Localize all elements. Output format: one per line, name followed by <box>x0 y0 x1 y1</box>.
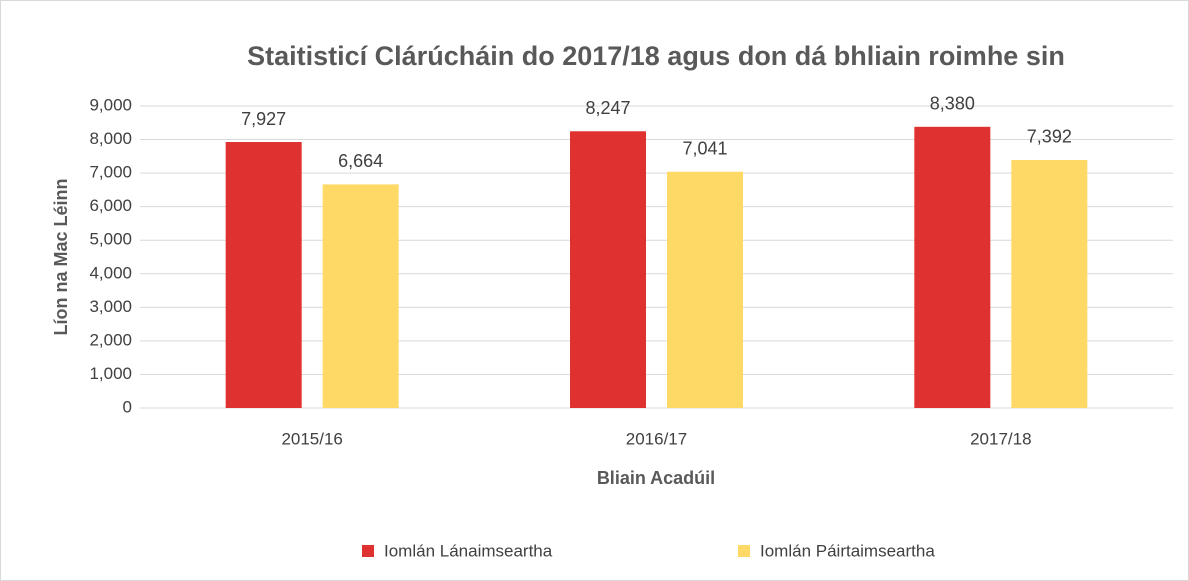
x-axis-label: Bliain Acadúil <box>597 468 715 488</box>
y-axis-label: Líon na Mac Léinn <box>51 178 71 335</box>
bar <box>570 131 646 408</box>
data-label: 7,927 <box>241 109 286 129</box>
data-label: 8,247 <box>585 98 630 118</box>
legend-label: Iomlán Lánaimseartha <box>384 541 553 560</box>
bar <box>225 142 302 408</box>
y-tick-label: 7,000 <box>89 163 132 182</box>
legend-swatch <box>362 545 374 557</box>
x-tick-label: 2016/17 <box>626 429 687 448</box>
y-tick-label: 3,000 <box>89 297 132 316</box>
y-tick-label: 4,000 <box>89 263 132 282</box>
bar <box>322 184 399 408</box>
y-tick-label: 0 <box>123 397 132 416</box>
chart-title: Staitisticí Clárúcháin do 2017/18 agus d… <box>247 41 1065 71</box>
y-tick-label: 6,000 <box>89 196 132 215</box>
data-label: 6,664 <box>338 151 383 171</box>
data-label: 7,392 <box>1027 127 1072 147</box>
y-tick-label: 1,000 <box>89 364 132 383</box>
y-tick-label: 5,000 <box>89 230 132 249</box>
bar <box>667 171 743 408</box>
x-tick-label: 2017/18 <box>970 429 1031 448</box>
legend-label: Iomlán Páirtaimseartha <box>760 541 935 560</box>
x-tick-label: 2015/16 <box>281 429 342 448</box>
data-label: 8,380 <box>930 94 975 114</box>
y-tick-label: 8,000 <box>89 129 132 148</box>
legend-swatch <box>738 545 750 557</box>
data-label: 7,041 <box>682 138 727 158</box>
bar <box>1011 159 1088 408</box>
y-tick-label: 2,000 <box>89 330 132 349</box>
y-tick-label: 9,000 <box>89 95 132 114</box>
bar <box>914 126 991 408</box>
